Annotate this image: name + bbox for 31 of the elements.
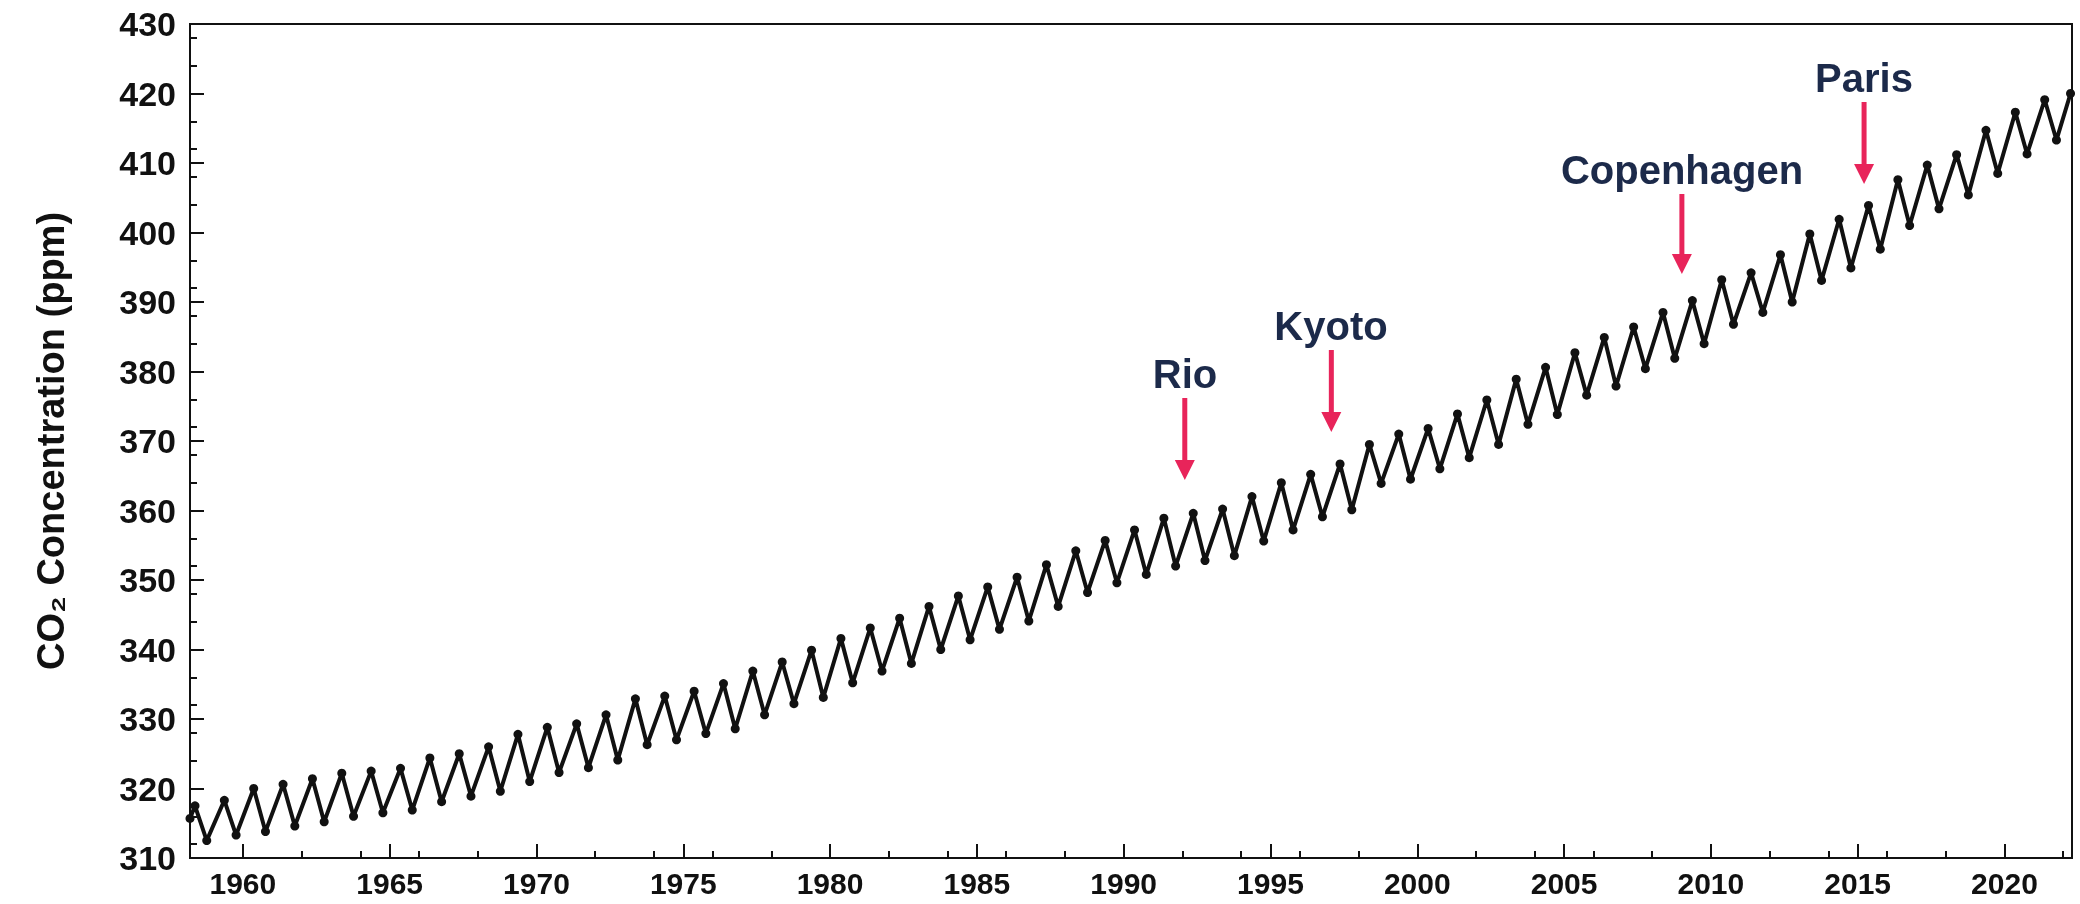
y-tick-label: 370 [119,422,176,460]
x-tick-label: 1985 [943,866,1011,900]
y-tick-label: 400 [119,213,176,252]
x-tick-label: 2015 [1824,866,1892,900]
y-tick-label: 390 [119,283,176,321]
x-tick-label: 1960 [209,866,277,900]
y-tick-label: 360 [119,491,176,530]
annotation: Copenhagen [1560,148,1804,192]
annotation: Rio [1152,352,1218,396]
y-tick-label: 430 [119,5,176,43]
y-tick-label: 330 [119,700,176,738]
x-tick-label: 1965 [356,866,424,900]
y-tick-label: 340 [119,630,176,669]
y-tick-label: 350 [119,561,176,599]
y-tick-label: 420 [119,74,176,113]
annotation: Kyoto [1274,304,1388,348]
x-tick-label: 1995 [1237,866,1304,900]
y-tick-label: 310 [119,839,176,877]
x-tick-label: 1970 [503,866,570,900]
x-tick-label: 1975 [649,866,717,900]
y-tick-label: 320 [119,769,176,808]
x-tick-label: 2000 [1383,866,1451,900]
x-tick-label: 2020 [1971,866,2038,900]
y-tick-label: 380 [119,352,176,391]
annotation: Paris [1815,56,1913,100]
x-tick-label: 2005 [1530,866,1598,900]
x-tick-label: 1980 [796,866,864,900]
x-tick-label: 1990 [1090,866,1158,900]
y-tick-label: 410 [119,144,176,182]
x-tick-label: 2010 [1677,866,1745,900]
y-axis-title: CO₂ Concentration (ppm) [30,211,72,671]
